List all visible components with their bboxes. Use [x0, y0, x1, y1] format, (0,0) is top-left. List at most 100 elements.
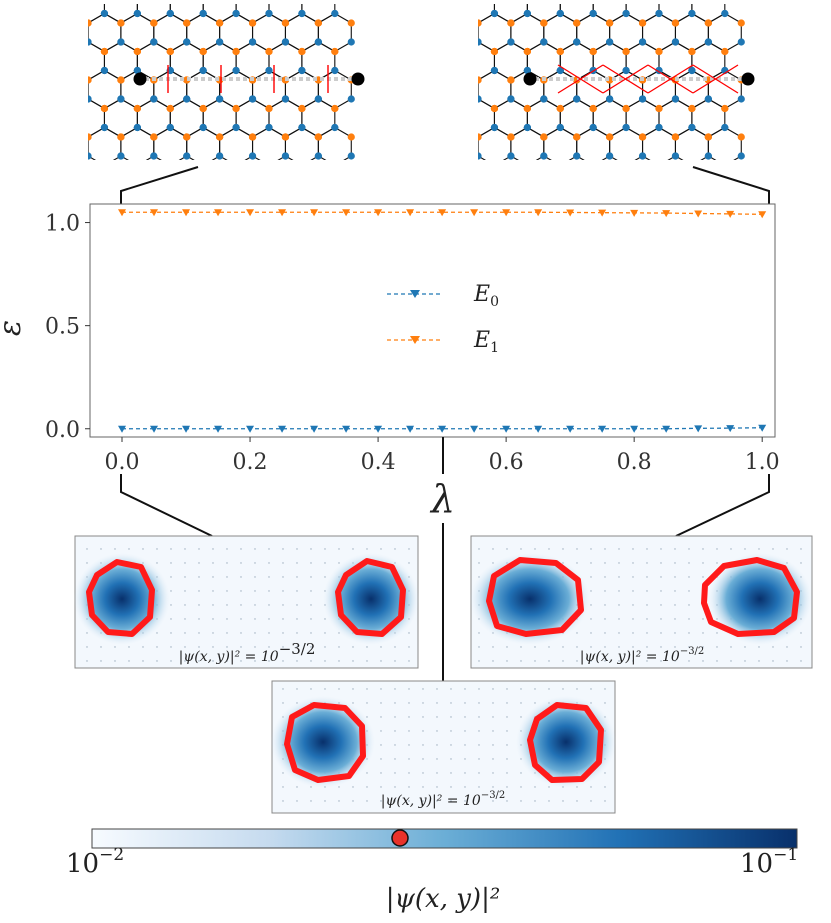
- lattice-site: [232, 162, 239, 169]
- lattice-site: [248, 38, 257, 46]
- lattice-site: [166, 47, 174, 56]
- lattice-site: [216, 152, 224, 160]
- lattice-site: [183, 133, 191, 141]
- lattice-bond: [251, 12, 287, 53]
- lattice-site: [100, 123, 109, 132]
- x-tick-label: 1.0: [745, 450, 780, 475]
- data-point-e0: [182, 425, 191, 433]
- lattice-bond: [707, 69, 742, 110]
- lattice-bond: [543, 12, 578, 53]
- lattice-bond: [235, 41, 270, 81]
- lattice-bond: [707, 126, 742, 160]
- lattice-bond: [88, 12, 122, 53]
- x-axis-label: λ: [429, 477, 455, 521]
- series-lines: [118, 209, 767, 433]
- lattice-site: [35, 48, 42, 55]
- lattice-site: [556, 47, 564, 56]
- lattice-bond: [136, 98, 171, 138]
- lattice-bond: [284, 12, 319, 53]
- lattice-site: [458, 105, 465, 112]
- lattice-site: [298, 162, 305, 169]
- lattice-bond: [641, 69, 677, 110]
- lattice-bond: [317, 126, 352, 160]
- lattice-site: [150, 19, 158, 27]
- lattice-site: [688, 66, 696, 75]
- plot-frame: [89, 203, 776, 438]
- lattice-site: [458, 162, 465, 169]
- colorbar-gradient: [91, 828, 798, 849]
- data-point-e1: [150, 209, 159, 217]
- lattice-site: [737, 152, 745, 160]
- data-point-e0: [374, 425, 383, 433]
- lattice-site: [638, 95, 647, 103]
- lattice-site: [133, 47, 141, 56]
- lattice-bond: [39, 0, 72, 23]
- lattice-site: [622, 66, 630, 75]
- lattice-site: [704, 133, 712, 141]
- x-axis-ticks: 0.0 0.2 0.4 0.6 0.8 1.0: [105, 437, 780, 475]
- lattice-site: [248, 152, 257, 160]
- lattice-bond: [510, 12, 545, 53]
- lattice-site: [183, 152, 191, 160]
- lattice-site: [638, 133, 647, 141]
- lattice-bond: [592, 41, 627, 81]
- lattice-site: [688, 104, 696, 113]
- lattice-site: [622, 123, 630, 132]
- lattice-bond: [88, 136, 89, 157]
- lattice-bond: [658, 98, 693, 138]
- lattice-site: [704, 19, 712, 27]
- lattice-site: [458, 10, 465, 17]
- lattice-site: [441, 133, 448, 140]
- lattice-site: [88, 95, 92, 103]
- lattice-site: [638, 38, 647, 46]
- lattice-bond: [429, 0, 462, 23]
- lattice-site: [458, 105, 465, 112]
- lattice-site: [737, 19, 745, 27]
- lattice-site: [671, 95, 680, 103]
- lattice-site: [589, 9, 597, 18]
- legend-marker-e0: [410, 290, 420, 298]
- lattice-bond: [186, 69, 221, 110]
- lattice-site: [331, 66, 339, 75]
- lattice-site: [507, 38, 515, 46]
- lattice-site: [88, 152, 92, 160]
- lattice-site: [248, 133, 257, 141]
- lattice-bond: [609, 69, 644, 110]
- lattice-site: [557, 162, 564, 169]
- lattice-bond: [559, 98, 594, 138]
- lattice-site: [655, 104, 663, 113]
- lattice-site: [232, 104, 240, 113]
- lattice-bond: [251, 69, 287, 110]
- lattice-bond: [609, 12, 644, 53]
- lattice-site: [441, 76, 448, 83]
- data-point-e0: [726, 425, 735, 433]
- lattice-site: [655, 123, 663, 132]
- lattice-site: [490, 47, 499, 56]
- lattice-site: [232, 123, 240, 132]
- lattice-bond: [478, 12, 512, 53]
- lattice-site: [721, 104, 729, 113]
- lattice-site: [638, 19, 647, 27]
- density-panel-caption: |ψ(x, y)|² = 10−3/2: [381, 790, 506, 809]
- lattice-site: [507, 152, 515, 160]
- lattice-site: [540, 133, 548, 141]
- lattice-site: [314, 19, 322, 27]
- lattice-bond: [153, 126, 188, 160]
- lattice-bond: [103, 98, 138, 138]
- lattice-site: [347, 19, 355, 27]
- density-panel-caption: |ψ(x, y)|² = 10−3/2: [580, 646, 705, 665]
- density-panel-caption: |ψ(x, y)|² = 10−3/2: [179, 640, 316, 665]
- lattice-bond: [251, 126, 287, 160]
- lattice-site: [133, 9, 141, 18]
- lattice-bond: [317, 12, 352, 53]
- lattice-site: [441, 95, 448, 102]
- lattice-site: [199, 9, 207, 18]
- lattice-site: [441, 19, 448, 26]
- lattice-site: [265, 162, 272, 169]
- data-point-e0: [470, 425, 479, 433]
- lattice-bond: [691, 98, 726, 138]
- density-panel-lambda-mid: |ψ(x, y)|² = 10−3/2: [271, 680, 616, 814]
- lattice-site: [51, 38, 58, 45]
- flux-bond: [557, 64, 604, 94]
- lattice-site: [265, 123, 273, 132]
